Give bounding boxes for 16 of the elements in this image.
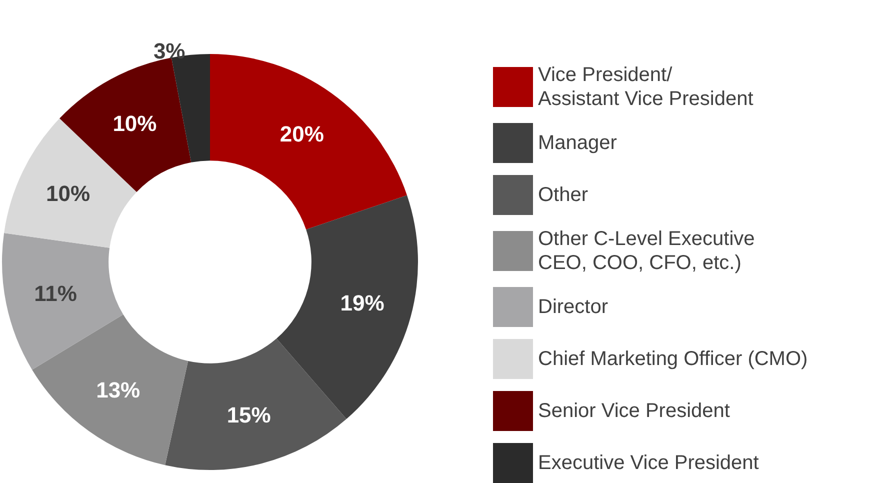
data-label: 20%	[280, 121, 324, 146]
data-label: 11%	[34, 281, 77, 306]
data-label: 3%	[153, 38, 186, 64]
legend-label: Other C-Level Executive CEO, COO, CFO, etc.)	[538, 228, 755, 274]
legend-label: Chief Marketing Officer (CMO)	[538, 348, 808, 370]
data-label: 13%	[96, 378, 140, 403]
legend-label: Director	[538, 296, 608, 318]
legend-label: Other	[538, 184, 588, 206]
data-label: 19%	[340, 290, 384, 316]
data-label: 15%	[226, 402, 271, 428]
data-label: 10%	[46, 180, 90, 206]
legend-label: Executive Vice President	[538, 452, 760, 474]
legend-label: Manager	[538, 132, 618, 154]
legend-label: Senior Vice President	[538, 400, 730, 422]
legend-label: Vice President/ Assistant Vice President	[538, 64, 754, 110]
data-label: 10%	[112, 110, 157, 136]
